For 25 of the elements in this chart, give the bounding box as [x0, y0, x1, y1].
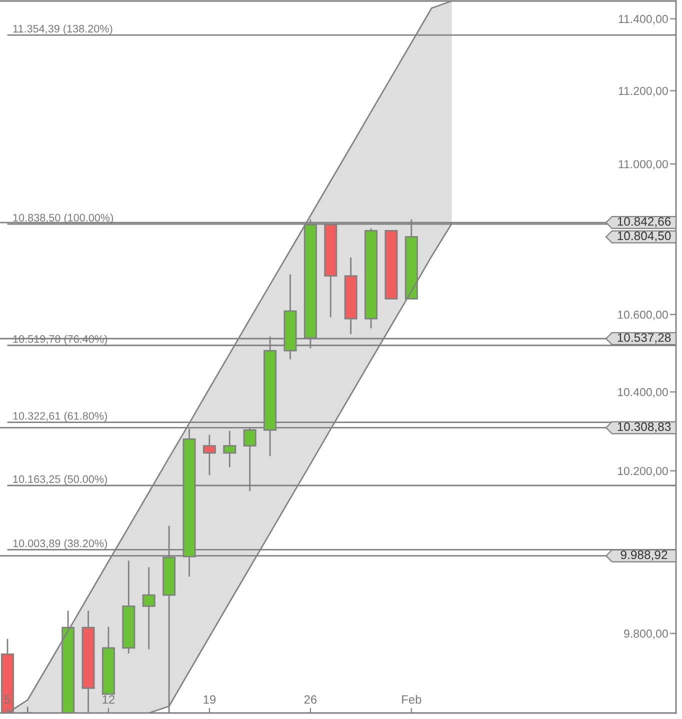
- x-tick-label: 5: [4, 695, 10, 704]
- x-tick-label: Feb: [402, 694, 422, 704]
- x-tick-label: 19: [204, 695, 216, 704]
- y-tick-label: 11.000,00: [618, 160, 668, 170]
- candlestick: [223, 430, 236, 468]
- annotation: 10.308,83: [618, 422, 671, 432]
- annotation: 9.988,92: [620, 550, 668, 561]
- y-tick-label: 11.200,00: [618, 86, 668, 96]
- candlestick: [142, 566, 156, 650]
- y-tick-label: 10.600,00: [618, 310, 668, 320]
- y-tick-label: 11.400,00: [618, 14, 668, 24]
- ref-line-label: 10.003,89 (38.20%): [13, 539, 107, 550]
- y-tick-label: 10.400,00: [618, 388, 668, 398]
- x-tick-label: 12: [102, 695, 115, 704]
- x-tick-label: 26: [304, 695, 317, 704]
- y-tick-label: 9.800,00: [624, 630, 668, 640]
- text: 10.804,50: [618, 231, 671, 242]
- annotation: 10.537,28: [618, 333, 671, 344]
- candlestick: [202, 434, 216, 476]
- y-tick-label: 10.200,00: [618, 466, 668, 476]
- ref-line-label: 10.163,25 (50.00%): [13, 475, 107, 486]
- ref-line-label: 10.322,61 (61.80%): [13, 412, 107, 422]
- ref-line-label: 10.838,50 (100.00%): [13, 214, 114, 224]
- annotation: 10.842,66: [618, 217, 671, 228]
- ref-line-label: 11.354,39 (138.20%): [13, 24, 112, 35]
